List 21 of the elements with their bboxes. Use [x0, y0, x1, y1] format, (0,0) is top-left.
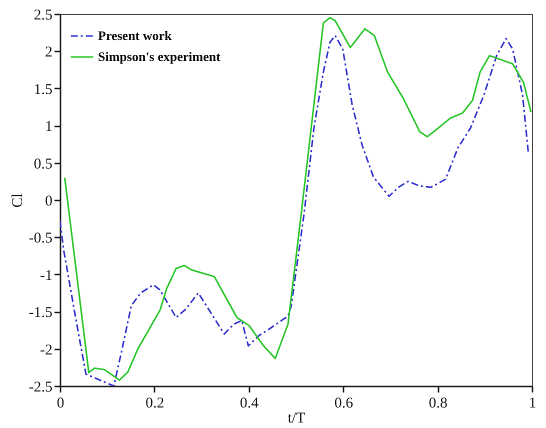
y-tick-label: -1 — [40, 268, 52, 284]
y-tick-label: 0.5 — [34, 156, 52, 172]
x-tick-label: 0.4 — [240, 396, 260, 412]
x-tick-label: 0.2 — [146, 396, 164, 412]
y-tick-label: 2 — [45, 44, 52, 61]
x-tick-label: 1 — [528, 396, 536, 412]
x-tick-label: 0.6 — [334, 396, 354, 412]
x-tick-label: 0.8 — [428, 396, 448, 412]
y-tick-label: 2.5 — [34, 8, 52, 24]
y-tick-label: -2.5 — [28, 380, 52, 396]
legend-label: Present work — [98, 28, 173, 43]
legend-label: Simpson's experiment — [98, 49, 222, 64]
y-tick-label: 1.5 — [34, 82, 52, 98]
y-tick-label: 1 — [45, 119, 52, 136]
y-axis-title: Cl — [10, 193, 26, 208]
x-tick-label: 0 — [56, 396, 64, 412]
y-tick-label: 0 — [45, 194, 52, 210]
y-tick-label: -1.5 — [28, 305, 52, 322]
y-tick-label: -0.5 — [28, 230, 52, 247]
x-axis-title: t/T — [288, 410, 306, 426]
y-tick-label: -2 — [40, 342, 52, 358]
